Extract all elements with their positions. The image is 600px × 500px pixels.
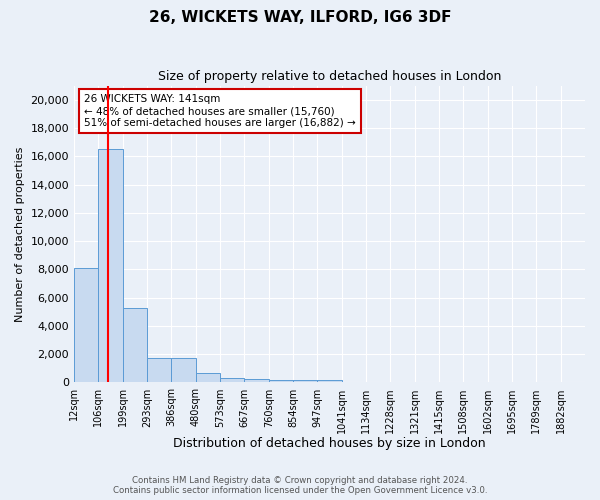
Bar	[244, 379, 269, 382]
Bar	[196, 372, 220, 382]
Y-axis label: Number of detached properties: Number of detached properties	[15, 146, 25, 322]
Title: Size of property relative to detached houses in London: Size of property relative to detached ho…	[158, 70, 501, 83]
Bar	[147, 358, 172, 382]
X-axis label: Distribution of detached houses by size in London: Distribution of detached houses by size …	[173, 437, 486, 450]
Bar	[220, 378, 244, 382]
Bar	[74, 268, 98, 382]
Bar	[172, 358, 196, 382]
Bar	[98, 149, 123, 382]
Bar	[317, 380, 341, 382]
Text: 26, WICKETS WAY, ILFORD, IG6 3DF: 26, WICKETS WAY, ILFORD, IG6 3DF	[149, 10, 451, 25]
Bar	[269, 380, 293, 382]
Bar	[123, 308, 147, 382]
Text: 26 WICKETS WAY: 141sqm
← 48% of detached houses are smaller (15,760)
51% of semi: 26 WICKETS WAY: 141sqm ← 48% of detached…	[84, 94, 356, 128]
Bar	[293, 380, 317, 382]
Text: Contains HM Land Registry data © Crown copyright and database right 2024.
Contai: Contains HM Land Registry data © Crown c…	[113, 476, 487, 495]
